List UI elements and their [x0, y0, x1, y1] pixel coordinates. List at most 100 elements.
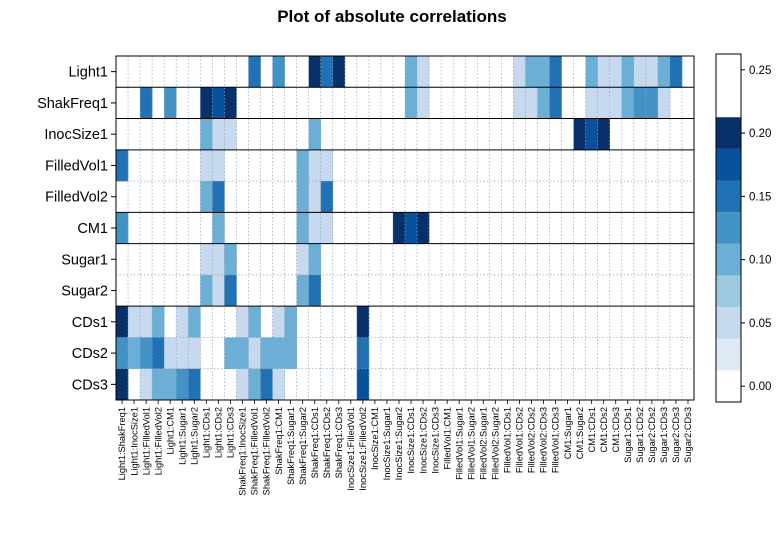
heatmap-cell — [116, 306, 129, 338]
heatmap-cell — [284, 337, 297, 370]
heatmap-cell — [405, 87, 418, 119]
column-label: ShakFreq1:CM1 — [274, 407, 284, 475]
heatmap-cell — [609, 56, 623, 88]
heatmap-cell — [537, 56, 550, 88]
heatmap-cell — [212, 212, 225, 244]
column-label: Light1:CM1 — [165, 407, 175, 455]
heatmap-cell — [513, 87, 526, 119]
heatmap-cell — [116, 212, 129, 244]
heatmap-cell — [320, 212, 334, 244]
column-label: Sugar1:CDs3 — [659, 407, 669, 463]
heatmap-cell — [200, 149, 213, 182]
heatmap-cell — [356, 337, 370, 370]
heatmap-cell — [212, 274, 225, 307]
colorbar-bin — [716, 338, 741, 371]
heatmap-cell — [332, 56, 346, 88]
heatmap-cell — [525, 87, 538, 119]
heatmap-cell — [513, 56, 526, 88]
column-label: ShakFreq1:CDs2 — [322, 407, 332, 478]
heatmap-cell — [537, 87, 550, 119]
column-label: Sugar2:CDs2 — [647, 407, 657, 463]
row-label: Light1 — [68, 65, 108, 81]
column-label: FilledVol1:Sugar1 — [454, 407, 464, 480]
heatmap-cell — [296, 181, 309, 213]
heatmap-cell — [645, 87, 659, 119]
colorbar-bin — [716, 275, 741, 308]
heatmap-cell — [152, 306, 165, 338]
heatmap-cell — [212, 87, 225, 119]
heatmap-cell — [645, 56, 659, 88]
heatmap-cell — [200, 118, 213, 151]
heatmap-cell — [128, 306, 141, 338]
heatmap-cell — [320, 181, 334, 213]
heatmap-cell — [417, 87, 430, 119]
heatmap-cell — [128, 337, 141, 370]
heatmap-cell — [212, 243, 225, 276]
column-label: InocSize1:CM1 — [370, 407, 380, 470]
heatmap-cell — [320, 56, 334, 88]
column-label: Light1:FilledVol1 — [141, 407, 151, 475]
column-label: Light1:Sugar2 — [189, 407, 199, 465]
colorbar-bin — [716, 180, 741, 213]
column-label: FilledVol1:CDs3 — [551, 407, 561, 473]
heatmap-cell — [621, 87, 635, 119]
column-label: ShakFreq1:FilledVol1 — [250, 407, 260, 495]
chart-title: Plot of absolute correlations — [277, 7, 507, 26]
heatmap-cell — [176, 368, 189, 401]
heatmap-cell — [248, 368, 261, 401]
column-label: Light1:CDs2 — [214, 407, 224, 458]
row-label: InocSize1 — [44, 127, 108, 143]
heatmap-cell — [200, 243, 213, 276]
heatmap-cell — [597, 56, 611, 88]
heatmap-cell — [308, 243, 322, 276]
heatmap-cell — [272, 337, 285, 370]
column-label: FilledVol1:CDs1 — [503, 407, 513, 473]
column-label: Light1:CDs1 — [202, 407, 212, 458]
column-label: ShakFreq1:CDs3 — [334, 407, 344, 478]
column-label: InocSize1:Sugar2 — [394, 407, 404, 480]
heatmap-cell — [284, 306, 297, 338]
heatmap-cell — [260, 368, 273, 401]
colorbar-bin — [716, 212, 741, 244]
heatmap-cell — [657, 56, 671, 88]
heatmap-cell — [549, 87, 562, 119]
row-label: CDs2 — [72, 346, 108, 362]
column-label: FilledVol1:CDs2 — [515, 407, 525, 473]
colorbar-tick-label: 0.10 — [749, 255, 771, 267]
heatmap-cell — [308, 118, 322, 151]
column-label: ShakFreq1:FilledVol2 — [262, 407, 272, 495]
heatmap-cell — [585, 118, 598, 151]
row-label: FilledVol2 — [45, 190, 108, 206]
column-label: ShakFreq1:Sugar1 — [286, 407, 296, 485]
heatmap-cell — [296, 149, 309, 182]
heatmap-cell — [585, 56, 598, 88]
row-label: CM1 — [77, 221, 108, 237]
row-label: Sugar1 — [61, 252, 108, 268]
heatmap-cell — [224, 274, 237, 307]
heatmap-cell — [236, 306, 249, 338]
colorbar-border — [715, 53, 742, 403]
column-label: CM1:CDs3 — [611, 407, 621, 452]
heatmap-cell — [585, 87, 598, 119]
column-label: InocSize1:CDs3 — [430, 407, 440, 474]
column-label: FilledVol1:Sugar2 — [466, 407, 476, 480]
column-label: CM1:CDs2 — [599, 407, 609, 452]
heatmap-cell — [224, 118, 237, 151]
heatmap-cell — [152, 368, 165, 401]
heatmap-cell — [308, 274, 322, 307]
column-labels: Light1:ShakFreq1 Light1:InocSize1 Light1:F… — [117, 400, 693, 496]
column-label: InocSize1:FilledVol2 — [358, 407, 368, 491]
heatmap-cell — [224, 87, 237, 119]
heatmap-cell — [212, 149, 225, 182]
heatmap-cell — [405, 212, 418, 244]
heatmap-cell — [597, 118, 611, 151]
heatmap-cell — [272, 56, 285, 88]
heatmap-cell — [308, 181, 322, 213]
heatmap-cell — [621, 56, 635, 88]
column-label: Light1:InocSize1 — [129, 407, 139, 476]
heatmap-cell — [356, 306, 370, 338]
heatmap-cell — [633, 56, 647, 88]
heatmap-cell — [308, 149, 322, 182]
heatmap-cell — [260, 337, 273, 370]
heatmap-cell — [236, 368, 249, 401]
